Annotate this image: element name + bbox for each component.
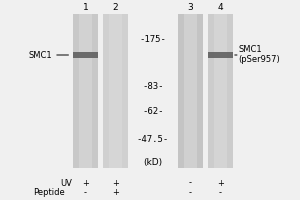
Text: 3: 3	[188, 3, 194, 12]
Text: +: +	[112, 188, 119, 197]
Bar	[208, 14, 233, 168]
Bar	[73, 52, 98, 58]
Text: -47.5-: -47.5-	[137, 136, 169, 144]
Bar	[208, 52, 233, 58]
Text: -62-: -62-	[142, 108, 164, 116]
Bar	[103, 14, 128, 168]
Text: UV: UV	[60, 178, 72, 188]
Text: -: -	[84, 188, 87, 197]
Text: (pSer957): (pSer957)	[238, 55, 280, 64]
Text: SMC1: SMC1	[29, 50, 52, 60]
Text: 4: 4	[218, 3, 223, 12]
Text: +: +	[82, 178, 89, 188]
Bar	[184, 14, 197, 168]
Text: +: +	[217, 178, 224, 188]
Text: -175-: -175-	[140, 36, 166, 45]
Text: Peptide: Peptide	[33, 188, 64, 197]
Bar	[73, 14, 98, 168]
Text: +: +	[112, 178, 119, 188]
Bar	[79, 14, 92, 168]
Text: -: -	[189, 178, 192, 188]
Text: 2: 2	[113, 3, 118, 12]
Text: SMC1: SMC1	[238, 45, 262, 53]
Text: -: -	[219, 188, 222, 197]
Bar	[109, 14, 122, 168]
Bar	[214, 14, 227, 168]
Text: -: -	[189, 188, 192, 197]
Bar	[178, 14, 203, 168]
Text: -83-: -83-	[142, 82, 164, 90]
Text: 1: 1	[82, 3, 88, 12]
Text: (kD): (kD)	[143, 158, 163, 166]
